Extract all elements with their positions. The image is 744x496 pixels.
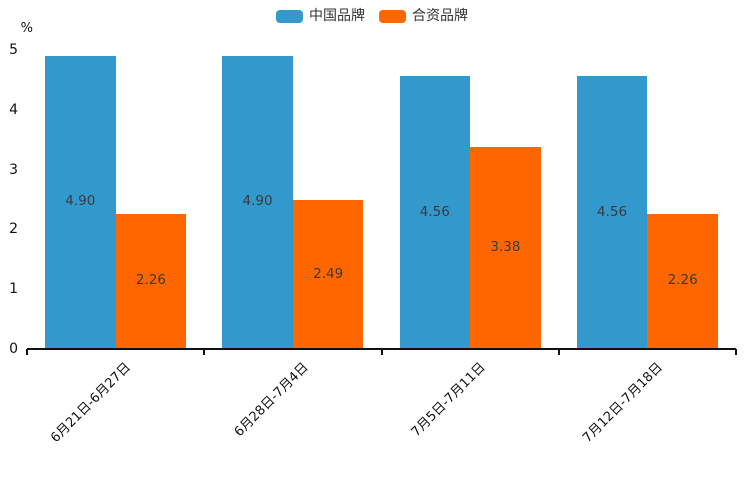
x-axis-tick	[203, 349, 206, 355]
bar-value-label: 4.56	[597, 203, 628, 220]
x-axis-tick	[26, 349, 28, 355]
bar-value-label: 2.49	[313, 265, 344, 282]
y-axis-unit-label: %	[20, 21, 33, 36]
bar-value-label: 4.90	[242, 193, 273, 210]
legend-label: 合资品牌	[412, 8, 468, 24]
x-tick-label-group-2: 6月28日-7月4日	[231, 360, 312, 440]
x-axis-tick	[557, 349, 560, 355]
chart-legend: 中国品牌 合资品牌	[276, 7, 468, 25]
legend-item-series-1[interactable]: 中国品牌	[276, 7, 365, 25]
y-tick-label: 1	[9, 281, 18, 298]
y-tick-label: 5	[9, 42, 18, 58]
x-axis-tick	[735, 349, 737, 355]
legend-item-series-2[interactable]: 合资品牌	[379, 7, 468, 25]
bar-中国品牌-group-1	[45, 55, 116, 349]
x-tick-label-group-3: 7月5日-7月11日	[408, 360, 489, 440]
legend-swatch-icon	[379, 9, 406, 23]
bar-value-label: 3.38	[490, 238, 521, 255]
y-tick-label: 4	[9, 101, 18, 118]
bar-合资品牌-group-4	[647, 213, 718, 349]
legend-label: 中国品牌	[309, 8, 365, 24]
x-tick-label-group-4: 7月12日-7月18日	[580, 360, 666, 446]
bar-value-label: 4.90	[65, 193, 96, 210]
bar-value-label: 4.56	[419, 203, 450, 220]
y-tick-label: 0	[9, 341, 18, 357]
legend-swatch-icon	[276, 9, 303, 23]
y-tick-label: 2	[9, 221, 18, 238]
bar-value-label: 2.26	[135, 272, 166, 289]
bar-value-label: 2.26	[667, 272, 698, 289]
bar-合资品牌-group-3	[470, 146, 541, 349]
x-tick-label-group-1: 6月21日-6月27日	[48, 360, 135, 446]
x-axis-tick	[380, 349, 383, 355]
bar-中国品牌-group-2	[222, 55, 293, 349]
bar-合资品牌-group-2	[292, 200, 364, 349]
bar-中国品牌-group-3	[399, 76, 471, 349]
bar-合资品牌-group-1	[115, 213, 187, 349]
y-tick-label: 3	[9, 161, 18, 178]
bar-中国品牌-group-4	[576, 76, 648, 349]
